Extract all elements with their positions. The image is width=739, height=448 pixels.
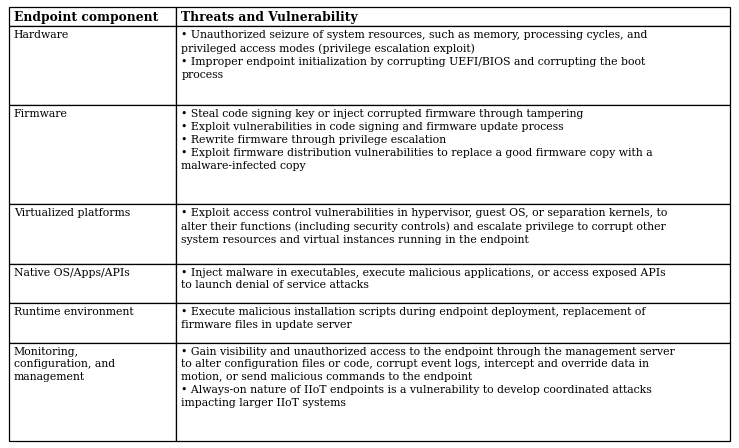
Text: Firmware: Firmware xyxy=(14,109,68,120)
Text: • Steal code signing key or inject corrupted firmware through tampering
• Exploi: • Steal code signing key or inject corru… xyxy=(181,109,653,171)
Bar xyxy=(176,26,730,105)
Text: Native OS/Apps/APIs: Native OS/Apps/APIs xyxy=(14,267,129,277)
Bar xyxy=(9,7,176,26)
Text: Virtualized platforms: Virtualized platforms xyxy=(14,208,130,218)
Text: Monitoring,
configuration, and
management: Monitoring, configuration, and managemen… xyxy=(14,346,115,382)
Bar xyxy=(9,26,176,105)
Bar xyxy=(176,105,730,204)
Bar xyxy=(176,303,730,343)
Text: Hardware: Hardware xyxy=(14,30,69,40)
Bar xyxy=(9,263,176,303)
Bar xyxy=(9,105,176,204)
Text: Endpoint component: Endpoint component xyxy=(14,11,158,24)
Bar xyxy=(9,343,176,441)
Bar xyxy=(9,204,176,263)
Bar xyxy=(9,303,176,343)
Bar xyxy=(176,7,730,26)
Text: Runtime environment: Runtime environment xyxy=(14,307,134,317)
Text: • Gain visibility and unauthorized access to the endpoint through the management: • Gain visibility and unauthorized acces… xyxy=(181,346,675,408)
Bar xyxy=(176,343,730,441)
Bar xyxy=(176,204,730,263)
Text: Threats and Vulnerability: Threats and Vulnerability xyxy=(181,11,358,24)
Bar xyxy=(176,263,730,303)
Text: • Inject malware in executables, execute malicious applications, or access expos: • Inject malware in executables, execute… xyxy=(181,267,666,290)
Text: • Execute malicious installation scripts during endpoint deployment, replacement: • Execute malicious installation scripts… xyxy=(181,307,646,330)
Text: • Exploit access control vulnerabilities in hypervisor, guest OS, or separation : • Exploit access control vulnerabilities… xyxy=(181,208,667,245)
Text: • Unauthorized seizure of system resources, such as memory, processing cycles, a: • Unauthorized seizure of system resourc… xyxy=(181,30,647,80)
